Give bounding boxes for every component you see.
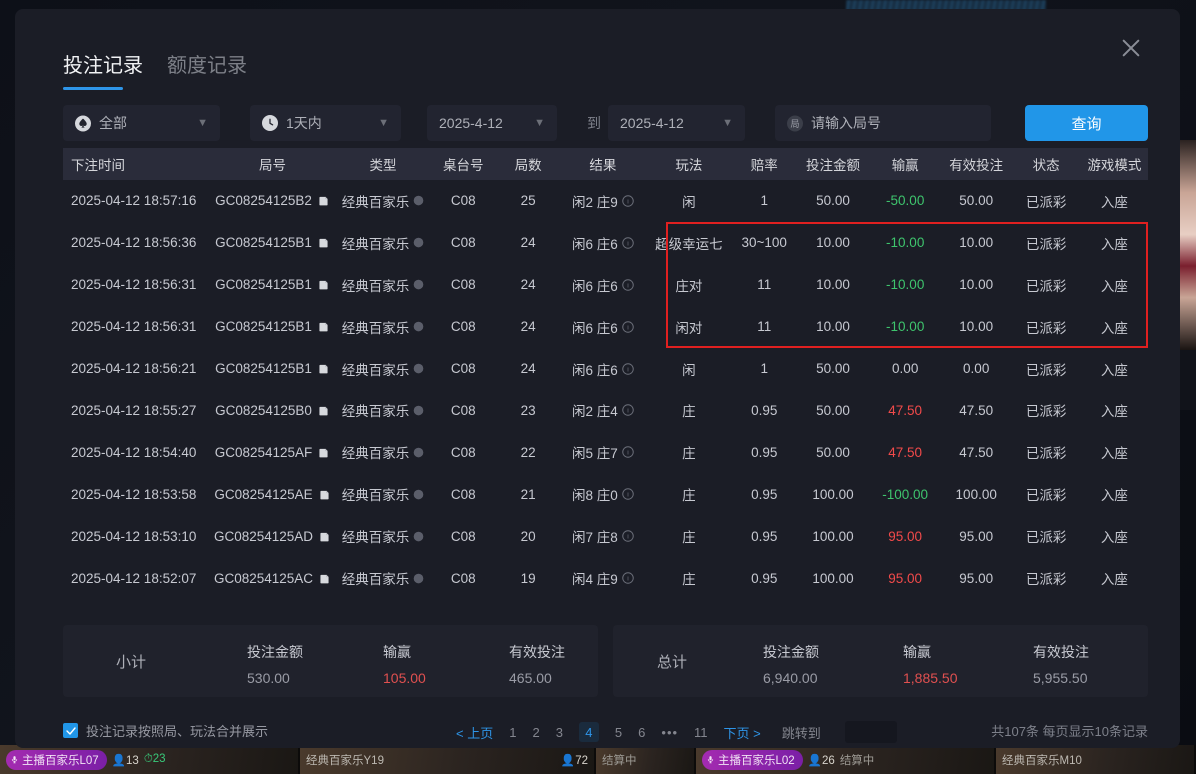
svg-text:i: i [627, 450, 629, 457]
svg-text:i: i [627, 408, 629, 415]
svg-text:i: i [627, 324, 629, 331]
svg-text:i: i [627, 282, 629, 289]
svg-text:i: i [627, 534, 629, 541]
svg-text:i: i [627, 240, 629, 247]
svg-text:i: i [627, 199, 629, 206]
svg-text:i: i [627, 366, 629, 373]
svg-text:i: i [627, 492, 629, 499]
svg-text:i: i [627, 576, 629, 583]
svg-text:局: 局 [790, 118, 799, 128]
